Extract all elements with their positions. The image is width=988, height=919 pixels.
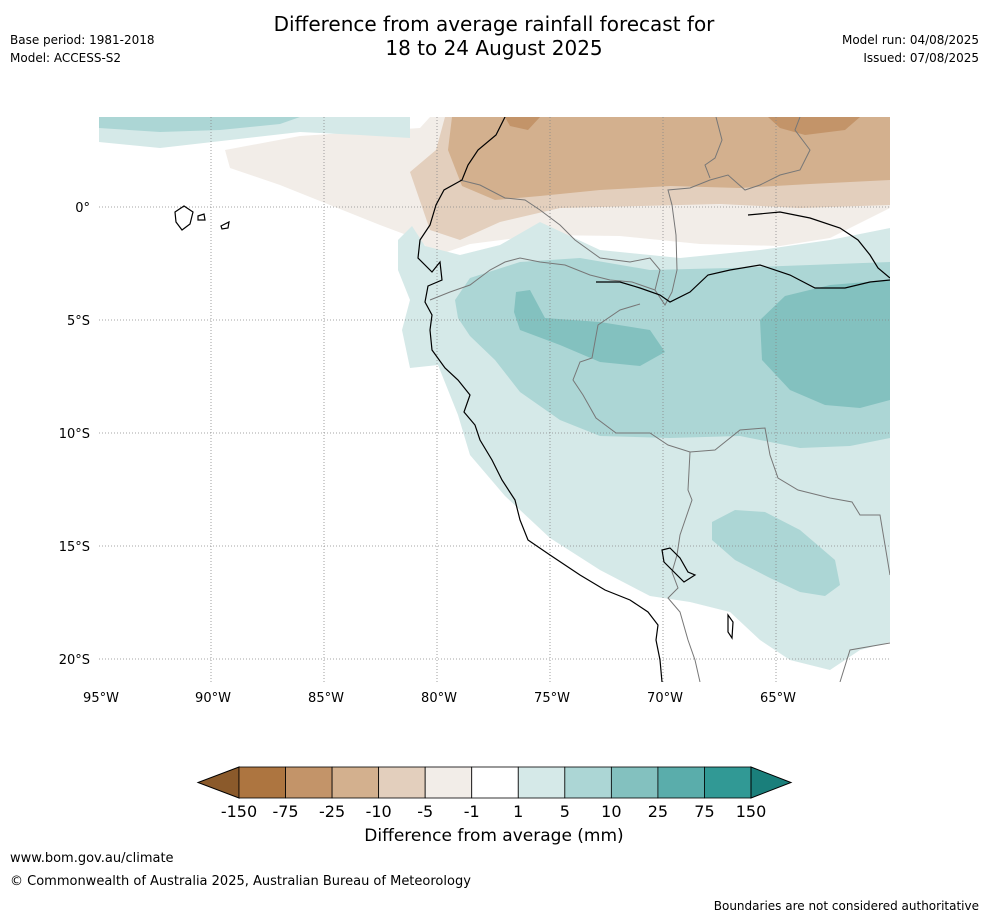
galapagos-island-isabela — [174, 205, 194, 231]
lon-label: 95°W — [83, 691, 119, 706]
colorbar-extend-low — [196, 766, 240, 799]
coastlines — [174, 117, 890, 682]
colorbar-segment — [657, 766, 705, 799]
galapagos-island-santa-cruz — [197, 213, 206, 221]
footer-disclaimer: Boundaries are not considered authoritat… — [713, 899, 979, 913]
footer-url: www.bom.gov.au/climate — [10, 851, 174, 866]
lat-label: 5°S — [67, 314, 90, 329]
anomaly-above-weak-north-strip — [99, 117, 300, 132]
colorbar: -150 -75 -25 -10 -5 -1 1 5 10 25 75 150 — [196, 766, 793, 821]
lake-poopo — [727, 613, 734, 640]
lon-label: 85°W — [308, 691, 344, 706]
lat-label: 0° — [75, 201, 90, 216]
colorbar-tick-label: -1 — [464, 802, 480, 821]
model-name: Model: ACCESS-S2 — [10, 51, 122, 65]
colorbar-extend-high — [750, 766, 793, 799]
lake-titicaca — [661, 547, 697, 583]
base-period: Base period: 1981-2018 — [10, 33, 155, 47]
anomaly-above-mild-west-region — [514, 290, 665, 366]
country-borders — [429, 117, 890, 682]
lat-label: 10°S — [59, 427, 90, 442]
amazon-river — [747, 211, 890, 279]
footer-copyright: © Commonwealth of Australia 2025, Austra… — [10, 874, 471, 889]
galapagos-island-san-cristobal — [220, 220, 230, 230]
colorbar-segment — [704, 766, 752, 799]
colorbar-tick-label: 1 — [513, 802, 523, 821]
colorbar-segment — [238, 766, 286, 799]
colorbar-tick-label: 75 — [694, 802, 714, 821]
lon-label: 80°W — [421, 691, 457, 706]
colorbar-tick-label: -10 — [366, 802, 392, 821]
anomaly-above-mild-east-region — [760, 280, 890, 408]
map-panel — [99, 117, 890, 682]
colorbar-segment — [471, 766, 519, 799]
pacific-coastline — [417, 117, 663, 682]
colorbar-segment — [517, 766, 566, 799]
metadata-left: Base period: 1981-2018 Model: ACCESS-S2 — [10, 31, 155, 67]
lat-label: 15°S — [59, 540, 90, 555]
longitude-labels: 95°W 90°W 85°W 80°W 75°W 70°W 65°W — [83, 691, 796, 706]
colorbar-segment — [331, 766, 380, 799]
metadata-right: Model run: 04/08/2025 Issued: 07/08/2025 — [842, 31, 979, 67]
colorbar-segment — [424, 766, 473, 799]
border-bolivia-paraguay — [839, 642, 890, 682]
lon-label: 75°W — [534, 691, 570, 706]
border-colombia-brazil-venezuela — [459, 117, 811, 306]
colorbar-segment — [610, 766, 659, 799]
colorbar-segment — [564, 766, 612, 799]
issued-date: Issued: 07/08/2025 — [863, 51, 979, 65]
title-line-1: Difference from average rainfall forecas… — [273, 12, 715, 36]
border-colombia-venezuela — [704, 117, 723, 179]
graticule — [99, 117, 890, 682]
latitude-labels: 0° 5°S 10°S 15°S 20°S — [59, 201, 90, 668]
colorbar-tick-label: 10 — [601, 802, 621, 821]
colorbar-tick-label: -5 — [417, 802, 433, 821]
colorbar-tick-label: -75 — [272, 802, 298, 821]
lon-label: 90°W — [195, 691, 231, 706]
lon-label: 70°W — [647, 691, 683, 706]
title-line-2: 18 to 24 August 2025 — [385, 36, 603, 60]
model-run: Model run: 04/08/2025 — [841, 33, 979, 47]
colorbar-tick-label: -150 — [221, 802, 257, 821]
anomaly-below-mild-region — [448, 117, 890, 200]
lat-label: 20°S — [59, 653, 90, 668]
colorbar-segment — [378, 766, 426, 799]
chart-title: Difference from average rainfall forecas… — [0, 12, 988, 60]
colorbar-tick-label: 150 — [736, 802, 767, 821]
border-peru-bolivia-chile — [667, 451, 701, 682]
lon-label: 65°W — [760, 691, 796, 706]
colorbar-segment — [285, 766, 333, 799]
colorbar-tick-label: -25 — [319, 802, 345, 821]
anomaly-below-moderate-region — [505, 117, 860, 135]
colorbar-title: Difference from average (mm) — [364, 826, 624, 846]
colorbar-tick-label: 5 — [560, 802, 570, 821]
colorbar-tick-label: 25 — [648, 802, 668, 821]
border-peru-ecuador-colombia — [429, 257, 656, 301]
amazon-river-west — [596, 264, 890, 303]
